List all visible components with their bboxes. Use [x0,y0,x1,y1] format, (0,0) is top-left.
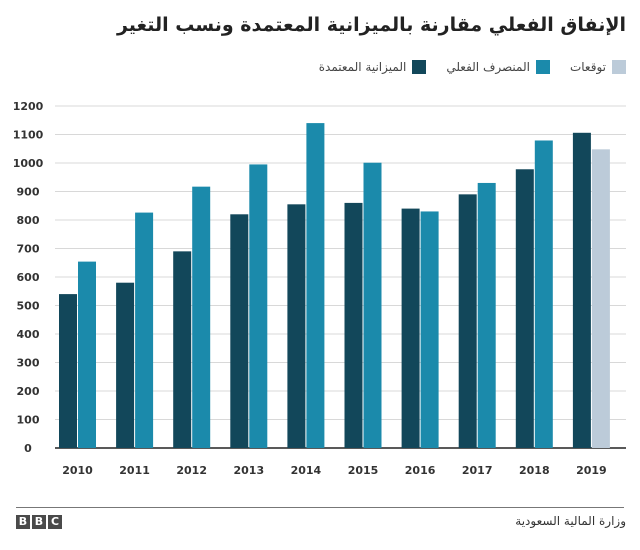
bar-budget [515,169,534,448]
legend-swatch-budget [412,60,427,74]
x-tick-label: 2010 [62,464,93,477]
bar-budget [116,282,135,448]
y-tick-label: 0 [24,442,32,455]
y-tick-label: 1100 [13,129,44,142]
bar-budget [287,204,306,448]
x-tick-label: 2016 [405,464,436,477]
bbc-logo-letter-2: B [32,515,46,529]
bar-actual [249,164,268,449]
x-tick-label: 2012 [176,464,207,477]
x-tick-label: 2013 [233,464,264,477]
y-tick-label: 1000 [13,157,44,170]
y-tick-label: 600 [17,271,40,284]
bar-budget [59,294,77,448]
legend-item-actual: المنصرف الفعلي [446,60,550,74]
x-tick-label: 2019 [576,464,607,477]
chart-title: الإنفاق الفعلي مقارنة بالميزانية المعتمد… [116,14,626,36]
legend-label-budget: الميزانية المعتمدة [318,60,407,74]
bar-actual [306,123,325,448]
y-tick-label: 500 [17,300,40,313]
y-tick-label: 800 [17,214,40,227]
x-tick-label: 2014 [291,464,322,477]
footer-divider [16,507,624,508]
y-tick-label: 200 [17,385,40,398]
legend-item-budget: الميزانية المعتمدة [319,60,427,74]
bar-actual [78,261,96,448]
chart-legend: توقعات المنصرف الفعلي الميزانية المعتمدة [299,60,626,74]
bar-budget [230,214,249,448]
bar-budget [173,251,192,448]
bar-actual [192,186,211,448]
y-tick-label: 900 [17,186,40,199]
bar-actual [135,212,154,448]
bar-budget [344,202,363,448]
legend-label-forecast: توقعات [569,60,606,74]
bbc-logo-letter-1: B [16,515,30,529]
bbc-logo-letter-3: C [48,515,62,529]
bar-budget [401,208,420,448]
bar-forecast [591,149,610,448]
legend-label-actual: المنصرف الفعلي [446,60,530,74]
x-tick-label: 2017 [462,464,493,477]
y-tick-label: 1200 [13,100,44,113]
x-tick-label: 2015 [348,464,379,477]
x-tick-label: 2011 [119,464,150,477]
y-tick-label: 300 [17,357,40,370]
bar-actual [534,140,553,449]
bar-chart: 0 100 200 300 400 500 600 700 800 900 1000 1100 1200… [13,100,626,477]
legend-swatch-forecast [612,60,626,74]
legend-swatch-actual [535,60,550,74]
bar-budget [458,194,477,448]
legend-item-forecast: توقعات [570,60,626,74]
bar-actual [420,211,439,448]
bar-actual [363,162,382,448]
bar-actual [477,182,496,448]
x-tick-label: 2018 [519,464,550,477]
y-tick-label: 100 [17,414,40,427]
bar-budget [572,132,591,449]
source-credit: وزارة المالية السعودية [515,514,626,528]
y-tick-label: 400 [17,328,40,341]
y-tick-label: 700 [17,243,40,256]
bbc-logo: B B C [16,515,64,529]
